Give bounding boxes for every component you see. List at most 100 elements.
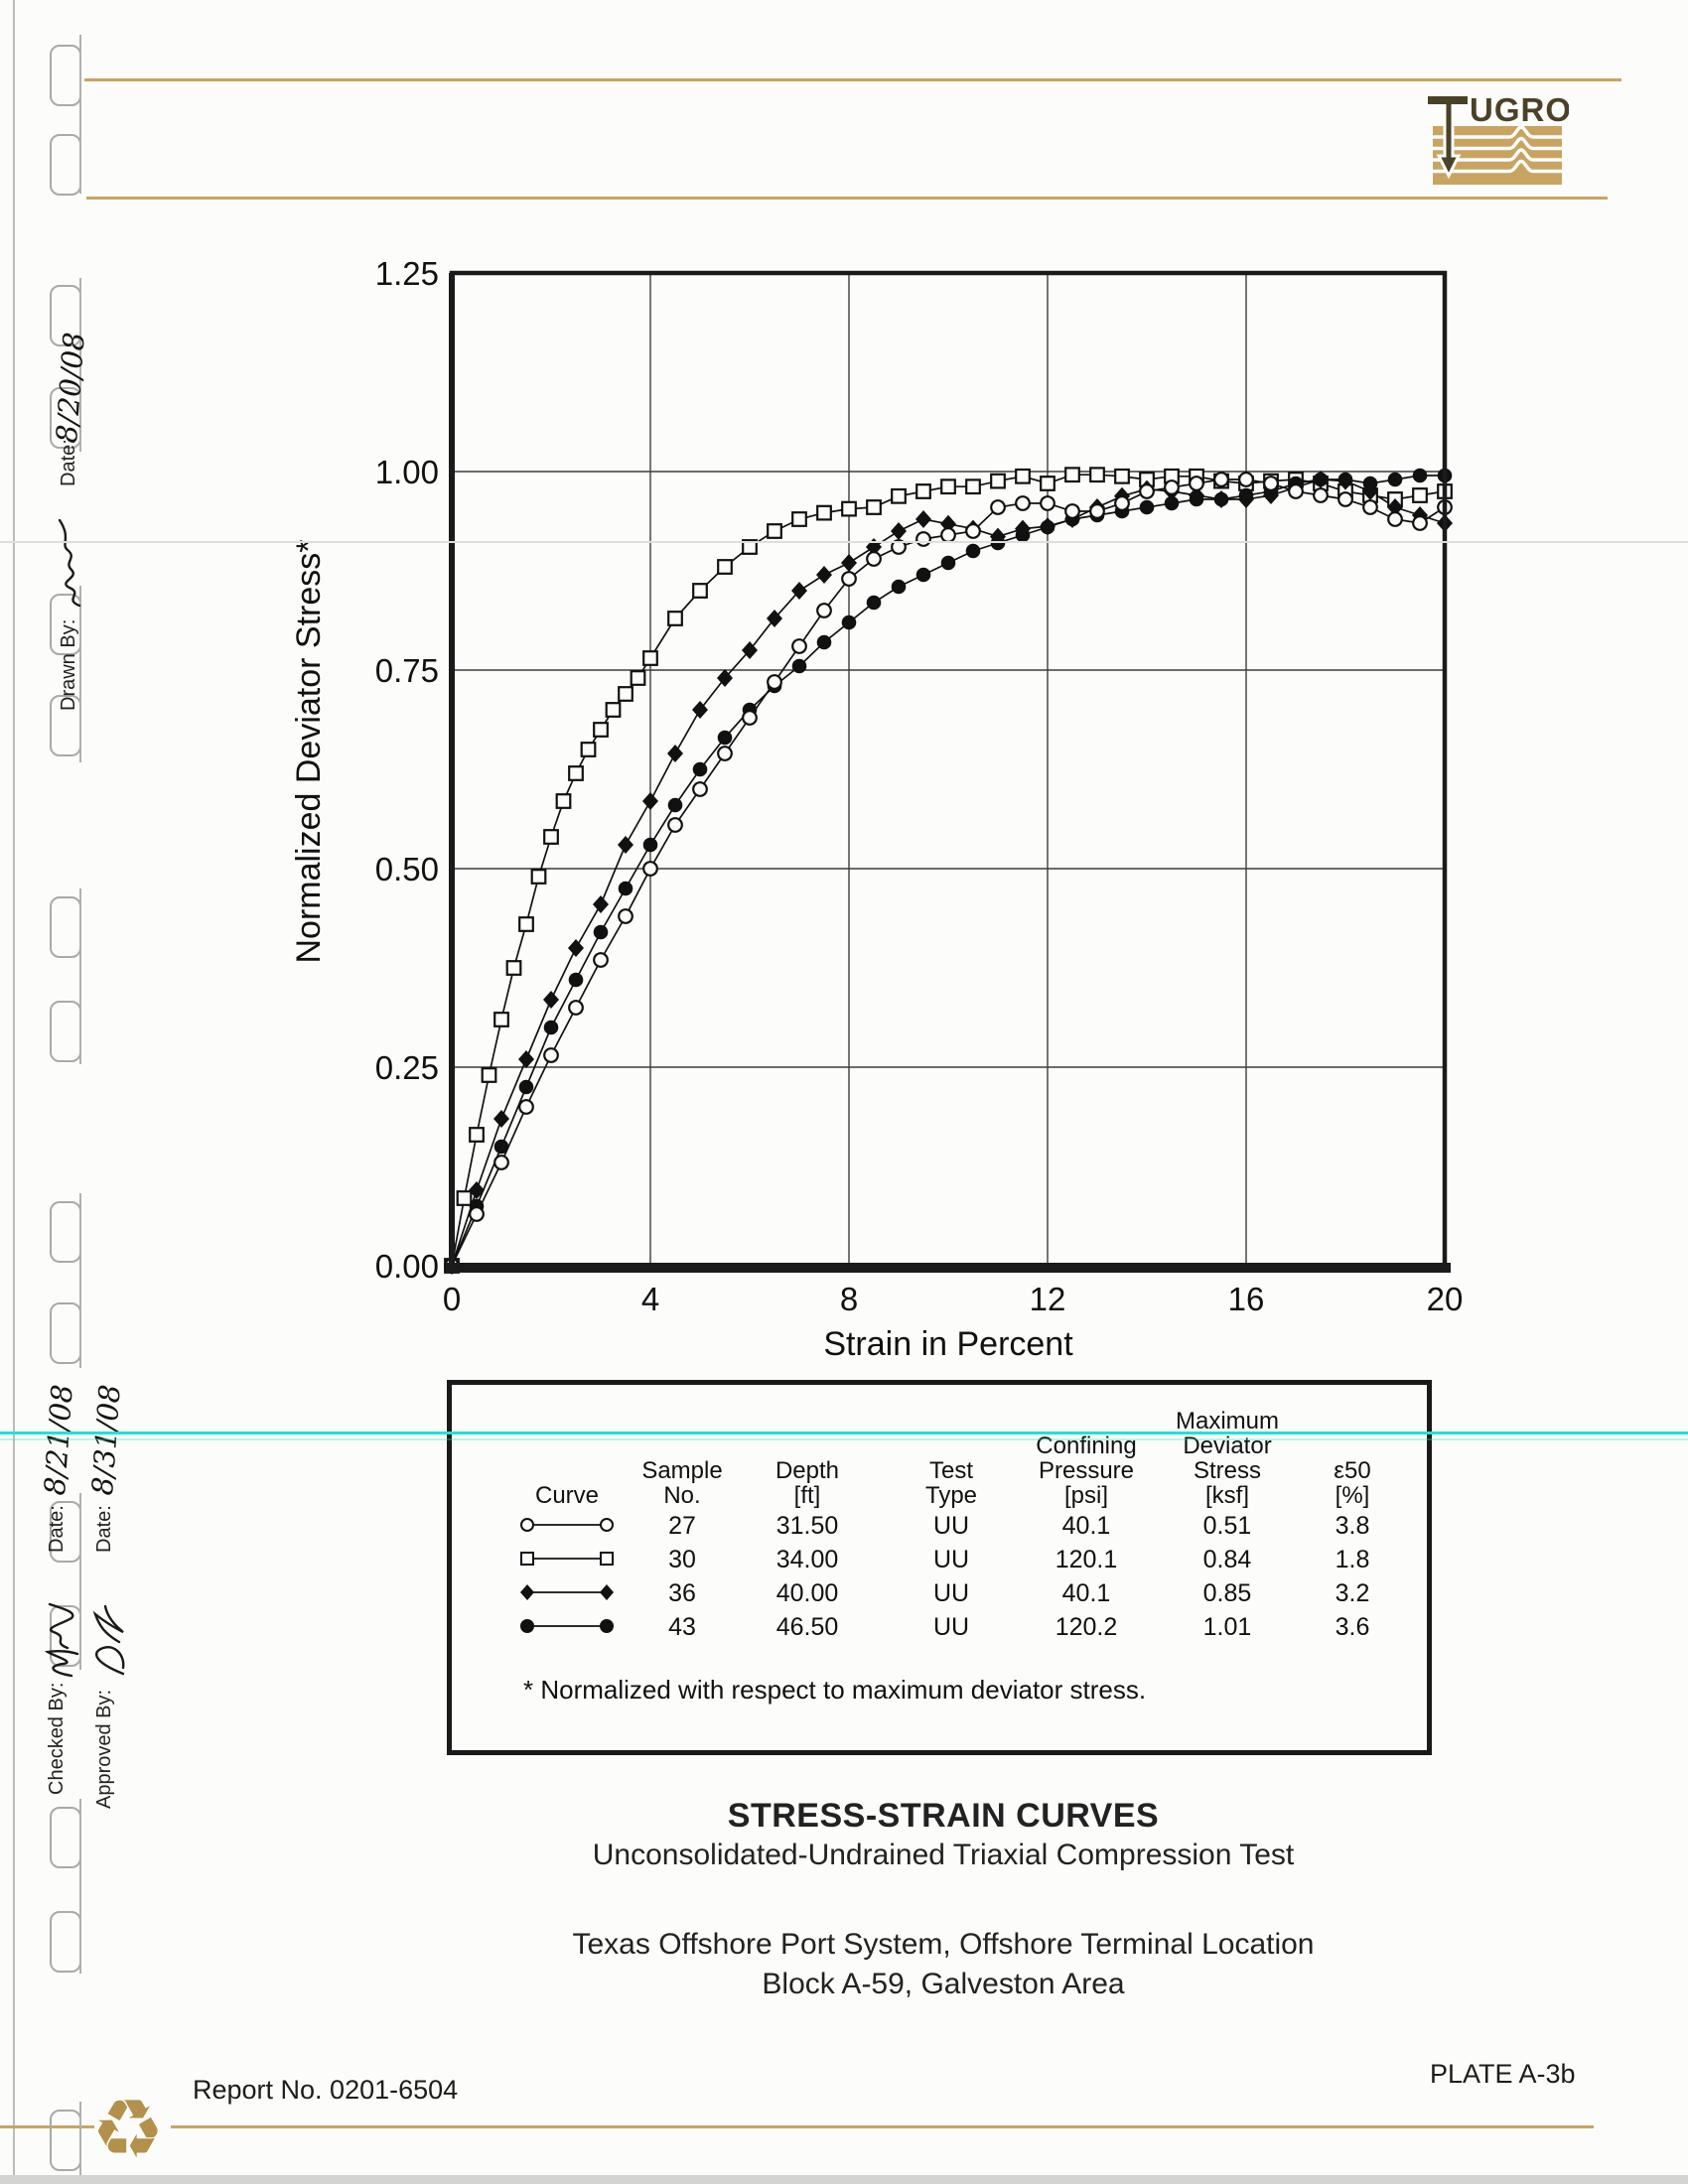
chart-svg: 0.00 0.25 0.50 0.75 1.00 1.25 0 4 8 12 16 20 Strain … [290,255,1464,1363]
normalization-footnote: * Normalized with respect to maximum dev… [523,1675,1147,1705]
checked-date-label: Date: [46,1505,68,1553]
legend-cell-depth_ft: 46.50 [775,1613,839,1641]
marker-filled-circle [618,881,633,896]
y-tick-label: 0.25 [375,1049,439,1086]
marker-filled-circle [915,567,931,583]
binder-comb-segment [79,2102,81,2175]
plate-subtitle: Unconsolidated-Undrained Triaxial Compre… [592,1839,1295,1871]
legend-column-header: Sample No. [641,1457,723,1509]
marker-open-circle [1040,495,1055,511]
binder-hole [50,134,81,196]
y-tick-label: 1.25 [375,255,439,292]
y-tick-label: 0.00 [375,1248,439,1285]
marker-open-square [891,487,907,504]
legend-cell-confining_pressure_psi: 40.1 [1061,1512,1111,1540]
legend-curve-symbol-diamond-filled [520,1584,614,1600]
marker-filled-circle [791,658,807,674]
legend-curve-symbol-circle-filled [520,1619,614,1633]
marker-filled-circle [841,614,857,630]
marker-filled-circle [816,634,832,650]
marker-filled-circle [568,972,584,988]
marker-open-circle [965,523,981,539]
marker-open-square [469,1127,485,1143]
x-tick-label: 0 [443,1281,461,1317]
approved-by-signature [92,1604,125,1676]
bottom-rule-left [0,2125,94,2128]
legend-cell-test_type: UU [932,1512,970,1540]
legend-cell-max_deviator_stress_ksf: 0.84 [1202,1546,1252,1573]
marker-open-square [456,1190,473,1206]
marker-open-circle [742,710,758,726]
x-tick-label: 20 [1427,1281,1464,1317]
marker-filled-diamond [742,641,758,659]
curve-line-sample-36 [451,478,1446,1267]
marker-filled-diamond [816,566,832,584]
binder-hole [50,1201,81,1263]
approved-date-label: Date: [93,1505,115,1553]
marker-open-square [667,611,683,626]
binder-hole [50,1302,81,1364]
marker-open-square [493,1012,509,1027]
marker-filled-circle [965,543,981,559]
legend-cell-confining_pressure_psi: 40.1 [1061,1579,1111,1607]
x-tick-label: 16 [1228,1281,1265,1317]
legend-column-header: Curve [534,1482,600,1509]
marker-open-circle [543,1047,559,1063]
marker-open-circle [1139,483,1155,499]
marker-filled-diamond [791,582,807,600]
marker-open-square [915,483,931,499]
marker-open-square [568,765,584,781]
legend-cell-test_type: UU [932,1613,970,1641]
marker-open-square [940,478,956,495]
marker-filled-diamond [717,669,733,687]
logo-probe-arrow [1436,96,1462,180]
curve-line-sample-27 [451,478,1446,1267]
logo-seismic-waves [1433,125,1562,174]
legend-cell-max_deviator_stress_ksf: 1.01 [1202,1613,1252,1641]
legend-column-header: Test Type [924,1457,978,1509]
marker-open-square [742,539,758,555]
marker-open-circle [568,1000,584,1016]
marker-open-square [1412,487,1428,503]
marker-open-square [1040,476,1055,491]
binder-comb-segment [79,1799,81,1974]
marker-open-circle [642,861,658,877]
marker-filled-diamond [841,554,857,572]
marker-open-square [816,504,832,521]
marker-filled-diamond [692,701,708,719]
legend-cell-max_deviator_stress_ksf: 0.51 [1202,1512,1252,1540]
x-tick-label: 8 [840,1281,858,1317]
legend-cell-sample_no: 27 [668,1512,696,1540]
marker-filled-circle [518,1079,534,1095]
x-tick-label: 12 [1030,1281,1066,1317]
drawn-by-label: Drawn By: [58,618,79,711]
marker-open-circle [990,499,1006,515]
marker-filled-circle [866,595,882,611]
plate-title: STRESS-STRAIN CURVES [727,1797,1160,1835]
binder-hole [50,45,81,106]
binder-comb-segment [79,1493,81,1670]
marker-filled-diamond [469,1181,485,1199]
scan-artifact-line [0,541,1688,543]
marker-open-circle [940,527,956,543]
binder-hole [50,2110,81,2171]
legend-cell-sample_no: 43 [668,1613,696,1641]
marker-open-circle [1288,483,1304,499]
marker-open-square [481,1067,497,1083]
marker-open-circle [816,603,832,618]
marker-open-circle [1189,476,1204,491]
y-tick-label: 0.50 [375,851,439,887]
marker-filled-diamond [667,745,683,762]
legend-column-header: Depth [ft] [774,1457,840,1509]
marker-open-circle [891,539,907,555]
binder-hole [50,1807,81,1868]
legend-cell-depth_ft: 40.00 [775,1579,839,1607]
marker-filled-circle [642,837,658,853]
marker-filled-diamond [1015,519,1031,538]
approved-by-label: Approved By: [93,1689,115,1809]
marker-open-square [1114,468,1130,484]
marker-open-square [642,650,658,666]
marker-filled-diamond [1238,490,1254,508]
marker-open-square [630,670,646,686]
